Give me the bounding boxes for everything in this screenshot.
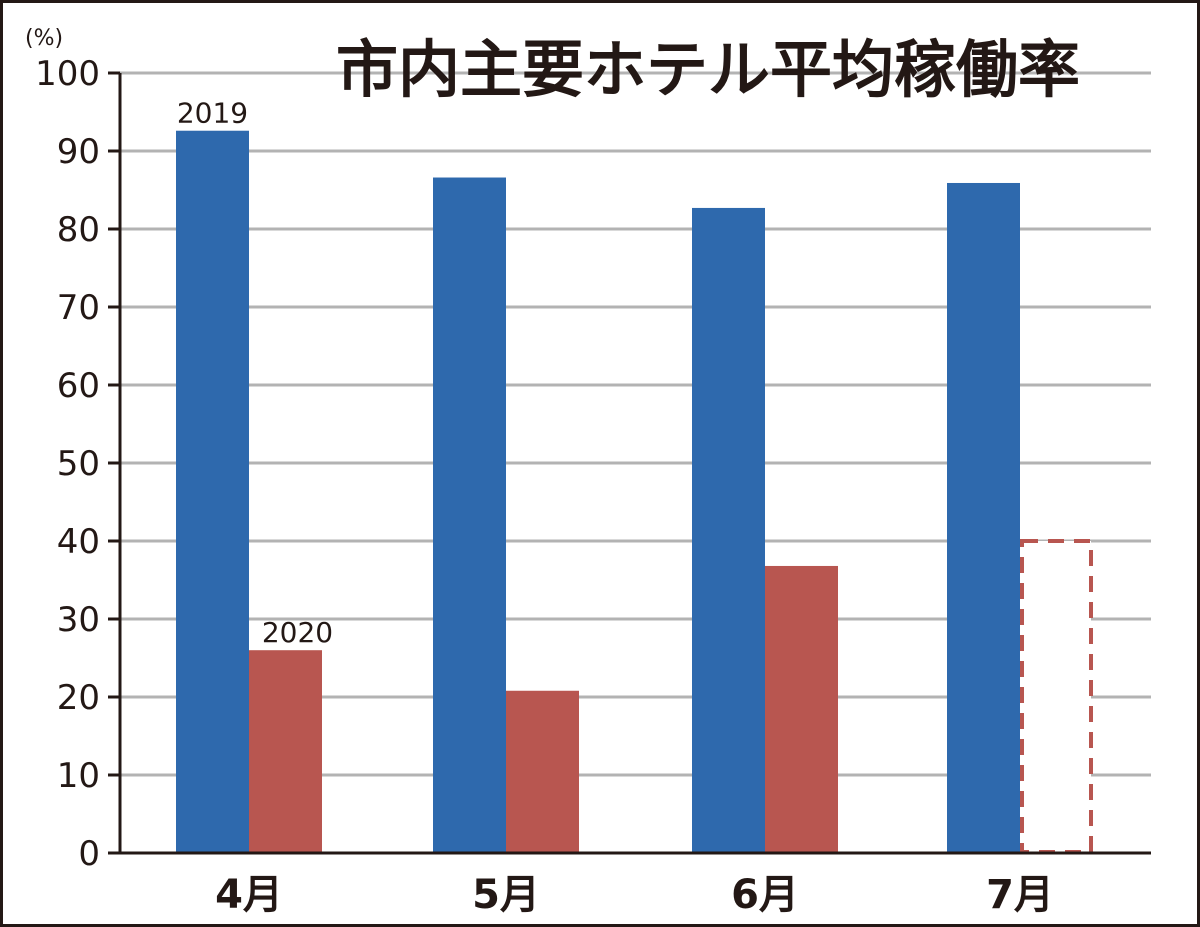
bar-2020-1 [249,650,322,853]
bar-2019-4 [947,182,1020,854]
bar-2020-2 [506,690,579,853]
bar-chart: 0 10 20 30 40 50 60 70 80 90 100 4月 5月 6月 7月 2019 2020… [25,26,1151,918]
x-category-label: 7月 [986,872,1054,918]
y-unit-label: (%) [25,26,63,51]
x-axis-categories: 4月 5月 6月 7月 [215,872,1054,918]
y-tick-label: 0 [78,834,100,874]
bar-2020-3 [765,565,838,853]
x-category-label: 5月 [472,872,540,918]
bars [176,130,1093,854]
y-tick-label: 50 [57,444,100,484]
y-tick-label: 70 [57,288,100,328]
y-axis-ticks: 0 10 20 30 40 50 60 70 80 90 100 [35,54,120,874]
bar-2019-1 [176,130,249,854]
series-label-2020: 2020 [262,616,333,649]
y-tick-label: 100 [35,54,100,94]
y-tick-label: 30 [57,600,100,640]
y-tick-label: 40 [57,522,100,562]
y-tick-label: 80 [57,210,100,250]
bar-2019-2 [433,177,506,853]
x-category-label: 6月 [731,872,799,918]
series-label-2019: 2019 [177,97,248,130]
y-tick-label: 60 [57,366,100,406]
y-tick-label: 10 [57,756,100,796]
chart-title: 市内主要ホテル平均稼働率 [336,33,1080,106]
series-labels: 2019 2020 [177,97,333,649]
y-tick-label: 90 [57,132,100,172]
x-category-label: 4月 [215,872,283,918]
bar-2019-3 [692,207,765,853]
bar-2020-4-estimate [1020,539,1093,854]
y-tick-label: 20 [57,678,100,718]
